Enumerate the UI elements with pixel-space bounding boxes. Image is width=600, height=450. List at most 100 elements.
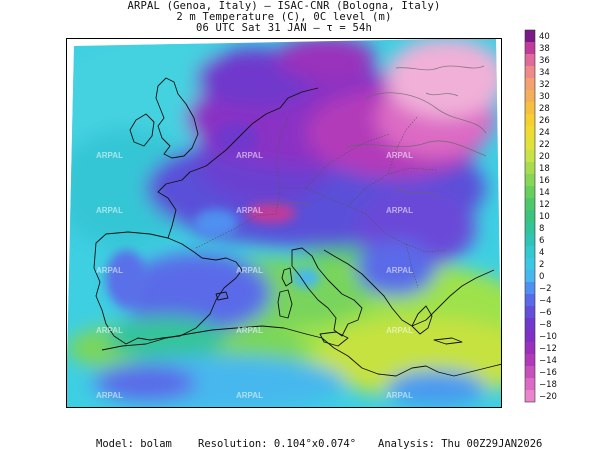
colorbar-label: −12 [539,344,557,354]
france-atlantic [157,149,227,239]
colorbar-swatch [525,30,535,42]
colorbar-swatch [525,210,535,222]
footer-analysis: Analysis: Thu 00Z29JAN2026 [378,438,542,450]
colorbar-frame [524,29,536,403]
footer-resolution: Resolution: 0.104°x0.074° [198,438,356,450]
model-label: Model: [96,438,134,450]
colorbar-swatch [525,150,535,162]
watermark: ARPAL [96,151,123,160]
colorbar-swatch [525,42,535,54]
colorbar-swatch [525,354,535,366]
colorbar-label: 34 [539,68,550,78]
temperature-colorbar: 4038363432302826242220181614121086420−2−… [524,29,557,403]
colorbar-swatch [525,114,535,126]
footer-model: Model: bolam [96,438,172,450]
resolution-label: Resolution: [198,438,268,450]
colorbar-swatch [525,390,535,402]
colorbar-swatch [525,282,535,294]
resolution-value: 0.104°x0.074° [273,438,357,450]
model-value: bolam [140,438,172,450]
watermark: ARPAL [236,326,263,335]
colorbar-label: 40 [539,32,550,42]
colorbar-swatch [525,126,535,138]
colorbar-label: 32 [539,80,550,90]
colorbar-label: 16 [539,176,550,186]
colorbar-swatch [525,258,535,270]
watermark: ARPAL [386,266,413,275]
colorbar-swatch [525,342,535,354]
corsica [281,267,293,287]
watermark: ARPAL [386,391,413,400]
watermark: ARPAL [236,266,263,275]
colorbar-swatch [525,174,535,186]
colorbar-swatch [525,66,535,78]
colorbar-label: −6 [539,308,552,318]
colorbar-label: −4 [539,296,552,306]
analysis-value: Thu 00Z29JAN2026 [441,438,543,450]
colorbar-swatch [525,162,535,174]
map-frame [66,38,502,408]
colorbar-swatch [525,138,535,150]
colorbar-label: 36 [539,56,550,66]
sicily [319,331,349,347]
north-africa-coast [101,325,502,377]
watermark: ARPAL [96,206,123,215]
colorbar-swatch [525,306,535,318]
country-borders [195,115,447,289]
colorbar-label: 24 [539,128,550,138]
colorbar-label: 26 [539,116,550,126]
watermark: ARPAL [386,206,413,215]
colorbar-swatch [525,222,535,234]
colorbar-label: 22 [539,140,550,150]
watermark: ARPAL [236,151,263,160]
adriatic-balkans [323,249,495,327]
colorbar-swatch [525,246,535,258]
header-variable-line: 2 m Temperature (C), 0C level (m) [176,11,392,23]
colorbar-swatch [525,234,535,246]
colorbar-swatch [525,78,535,90]
temperature-field [66,38,502,408]
colorbar-swatch [525,186,535,198]
colorbar-swatch [525,378,535,390]
colorbar-swatch [525,294,535,306]
analysis-label: Analysis: [378,438,435,450]
coastlines [93,77,502,377]
arpal-watermarks: ARPAL ARPAL ARPAL ARPAL ARPAL ARPAL ARPA… [96,151,413,400]
colorbar-label: −20 [539,392,557,402]
watermark: ARPAL [386,326,413,335]
colorbar-swatch [525,102,535,114]
colorbar-label: 2 [539,260,544,270]
watermark: ARPAL [96,391,123,400]
colorbar-swatch [525,318,535,330]
colorbar-label: 10 [539,212,550,222]
colorbar-label: 0 [539,272,544,282]
watermark: ARPAL [386,151,413,160]
colorbar-swatch [525,270,535,282]
colorbar-label: −10 [539,332,557,342]
colorbar-label: 14 [539,188,550,198]
colorbar-swatch [525,330,535,342]
colorbar-label: 28 [539,104,550,114]
iberia-france-coast [93,231,243,345]
colorbar-label: 20 [539,152,550,162]
colorbar-label: −18 [539,380,557,390]
great-britain [155,77,199,159]
colorbar-label: 12 [539,200,550,210]
colorbar-swatch [525,54,535,66]
watermark: ARPAL [96,266,123,275]
colorbar-label: −8 [539,320,552,330]
colorbar-label: 4 [539,248,544,258]
colorbar-label: 38 [539,44,550,54]
sardinia [277,289,293,319]
italy [291,247,363,337]
colorbar-swatch [525,90,535,102]
crete [433,337,463,345]
colorbar-label: −14 [539,356,557,366]
temperature-map: ARPAL ARPAL ARPAL ARPAL ARPAL ARPAL ARPA… [66,38,502,408]
colorbar-swatch [525,198,535,210]
north-sea-coast [225,87,319,151]
colorbar-label: 18 [539,164,550,174]
greece [411,305,433,335]
colorbar-label: −16 [539,368,557,378]
watermark: ARPAL [96,326,123,335]
